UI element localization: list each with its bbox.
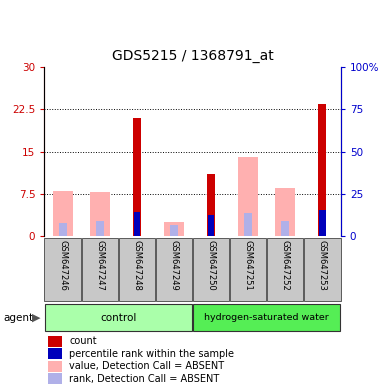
Bar (304, 238, 341, 301)
Bar (267, 238, 303, 301)
Bar (275, 188, 295, 236)
Text: GSM647252: GSM647252 (281, 240, 290, 291)
Bar (193, 304, 340, 331)
Bar (119, 238, 155, 301)
Bar (59, 223, 67, 236)
Text: GSM647248: GSM647248 (132, 240, 141, 291)
Text: value, Detection Call = ABSENT: value, Detection Call = ABSENT (69, 361, 224, 371)
Bar (48, 373, 62, 384)
Bar (82, 238, 118, 301)
Bar (208, 215, 214, 236)
Text: ▶: ▶ (32, 313, 40, 323)
Bar (207, 174, 215, 236)
Bar (96, 221, 104, 236)
Bar (230, 238, 266, 301)
Bar (281, 221, 289, 236)
Text: GSM647250: GSM647250 (206, 240, 216, 291)
Bar (170, 225, 178, 236)
Bar (90, 192, 110, 236)
Title: GDS5215 / 1368791_at: GDS5215 / 1368791_at (112, 50, 273, 63)
Bar (192, 238, 229, 301)
Text: rank, Detection Call = ABSENT: rank, Detection Call = ABSENT (69, 374, 219, 384)
Text: GSM647246: GSM647246 (58, 240, 67, 291)
Bar (48, 336, 62, 346)
Bar (164, 222, 184, 236)
Bar (48, 361, 62, 372)
Bar (48, 348, 62, 359)
Bar (44, 238, 81, 301)
Bar (133, 118, 141, 236)
Bar (318, 104, 326, 236)
Bar (53, 191, 73, 236)
Bar (244, 214, 252, 236)
Text: GSM647247: GSM647247 (95, 240, 104, 291)
Bar (319, 210, 326, 236)
Bar (156, 238, 192, 301)
Text: percentile rank within the sample: percentile rank within the sample (69, 349, 234, 359)
Bar (238, 157, 258, 236)
Text: hydrogen-saturated water: hydrogen-saturated water (204, 313, 329, 322)
Text: agent: agent (4, 313, 34, 323)
Text: GSM647251: GSM647251 (244, 240, 253, 291)
Text: GSM647249: GSM647249 (169, 240, 179, 291)
Text: count: count (69, 336, 97, 346)
Text: control: control (100, 313, 137, 323)
Bar (45, 304, 192, 331)
Text: GSM647253: GSM647253 (318, 240, 327, 291)
Bar (134, 212, 140, 236)
